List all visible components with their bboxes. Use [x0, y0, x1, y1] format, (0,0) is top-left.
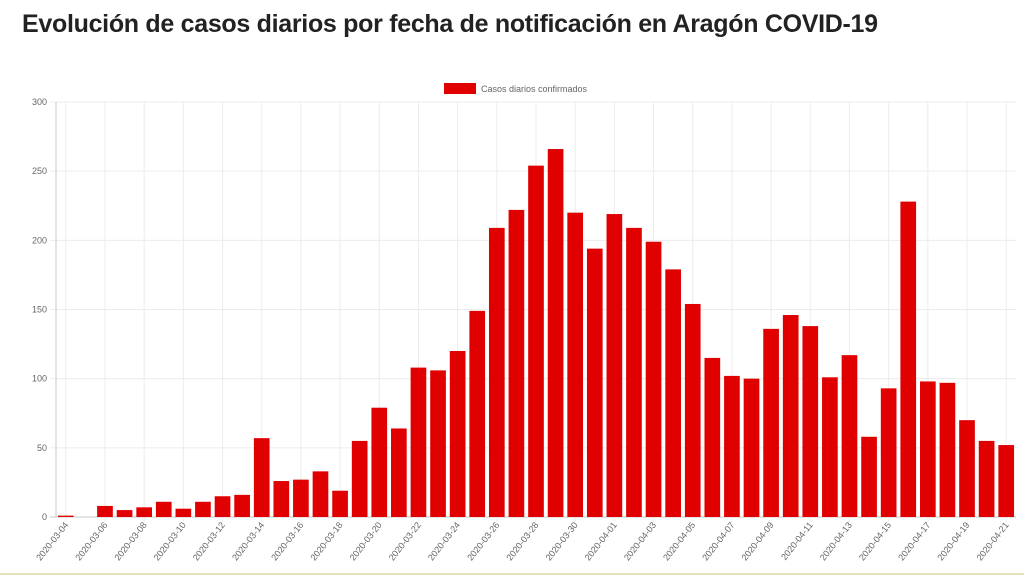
x-tick-label: 2020-03-10: [152, 520, 188, 562]
x-tick-label: 2020-04-03: [622, 520, 658, 562]
bar[interactable]: [920, 381, 936, 517]
bar[interactable]: [586, 248, 603, 517]
bar[interactable]: [312, 471, 329, 517]
x-tick-label: 2020-03-16: [269, 520, 305, 562]
x-tick-label: 2020-04-19: [935, 520, 971, 562]
x-tick-label: 2020-04-07: [700, 520, 736, 562]
bar[interactable]: [743, 378, 760, 517]
x-tick-label: 2020-04-21: [975, 520, 1011, 562]
bar[interactable]: [547, 149, 564, 518]
bar[interactable]: [253, 438, 270, 517]
x-tick-label: 2020-04-13: [818, 520, 854, 562]
bar[interactable]: [214, 496, 231, 517]
bars: [57, 149, 1015, 518]
bar[interactable]: [880, 388, 897, 517]
bar[interactable]: [645, 241, 662, 517]
x-tick-label: 2020-04-11: [779, 520, 815, 562]
bar[interactable]: [410, 367, 427, 517]
x-tick-label: 2020-04-17: [896, 520, 932, 562]
y-tick-label: 300: [32, 97, 47, 107]
x-tick-label: 2020-03-20: [348, 520, 384, 562]
x-tick-label: 2020-03-28: [504, 520, 540, 562]
x-axis-ticks: 2020-03-04 2020-03-06 2020-03-08 2020-03-10…: [34, 520, 1011, 562]
y-tick-label: 150: [32, 305, 47, 315]
y-tick-label: 200: [32, 235, 47, 245]
legend-swatch: [444, 83, 476, 94]
x-tick-label: 2020-04-05: [661, 520, 697, 562]
bar[interactable]: [978, 440, 995, 517]
x-tick-label: 2020-04-01: [583, 520, 619, 562]
x-tick-label: 2020-03-08: [113, 520, 149, 562]
x-tick-label: 2020-03-24: [426, 520, 462, 562]
bar[interactable]: [528, 165, 544, 517]
legend[interactable]: Casos diarios confirmados: [444, 83, 588, 94]
bar[interactable]: [959, 420, 975, 517]
legend-label: Casos diarios confirmados: [481, 84, 588, 94]
x-tick-label: 2020-04-09: [739, 520, 775, 562]
bar[interactable]: [293, 479, 309, 517]
bar[interactable]: [175, 508, 192, 517]
bar[interactable]: [567, 212, 584, 517]
x-tick-label: 2020-03-12: [191, 520, 227, 562]
bar[interactable]: [195, 501, 211, 517]
bar[interactable]: [939, 382, 956, 517]
bar[interactable]: [684, 303, 701, 517]
y-axis-ticks: 0 50 100 150 200 250 300: [32, 97, 47, 522]
bar[interactable]: [116, 510, 133, 517]
y-tick-label: 250: [32, 166, 47, 176]
page-bottom-divider: [0, 573, 1024, 575]
bar[interactable]: [136, 507, 152, 517]
bar[interactable]: [155, 501, 172, 517]
bar[interactable]: [763, 328, 779, 517]
bar[interactable]: [332, 490, 348, 517]
bar[interactable]: [841, 355, 858, 517]
y-tick-label: 100: [32, 374, 47, 384]
bar[interactable]: [704, 357, 721, 517]
bar[interactable]: [234, 494, 250, 517]
bar[interactable]: [665, 269, 681, 517]
bar[interactable]: [97, 505, 113, 517]
x-tick-label: 2020-03-06: [73, 520, 109, 562]
x-tick-label: 2020-04-15: [857, 520, 893, 562]
bar[interactable]: [371, 407, 388, 517]
x-tick-label: 2020-03-26: [465, 520, 501, 562]
bar[interactable]: [724, 375, 740, 517]
bar[interactable]: [861, 436, 877, 517]
bar[interactable]: [606, 214, 623, 518]
bar[interactable]: [57, 515, 74, 517]
bar[interactable]: [430, 370, 446, 517]
bar[interactable]: [391, 428, 407, 517]
x-tick-label: 2020-03-04: [34, 520, 70, 562]
x-tick-label: 2020-03-30: [544, 520, 580, 562]
page-title: Evolución de casos diarios por fecha de …: [22, 10, 878, 38]
bar[interactable]: [508, 209, 525, 517]
x-tick-label: 2020-03-18: [308, 520, 344, 562]
bar[interactable]: [273, 481, 290, 517]
bar[interactable]: [998, 445, 1015, 517]
y-tick-label: 50: [37, 443, 47, 453]
x-tick-label: 2020-03-14: [230, 520, 266, 562]
bar[interactable]: [626, 227, 642, 517]
bar[interactable]: [449, 351, 466, 517]
bar[interactable]: [802, 326, 819, 517]
bar[interactable]: [469, 310, 486, 517]
bar[interactable]: [900, 201, 917, 517]
bar[interactable]: [782, 315, 799, 517]
y-tick-label: 0: [42, 512, 47, 522]
bar[interactable]: [822, 377, 838, 517]
bar[interactable]: [488, 227, 505, 517]
bar[interactable]: [351, 440, 368, 517]
x-tick-label: 2020-03-22: [387, 520, 423, 562]
